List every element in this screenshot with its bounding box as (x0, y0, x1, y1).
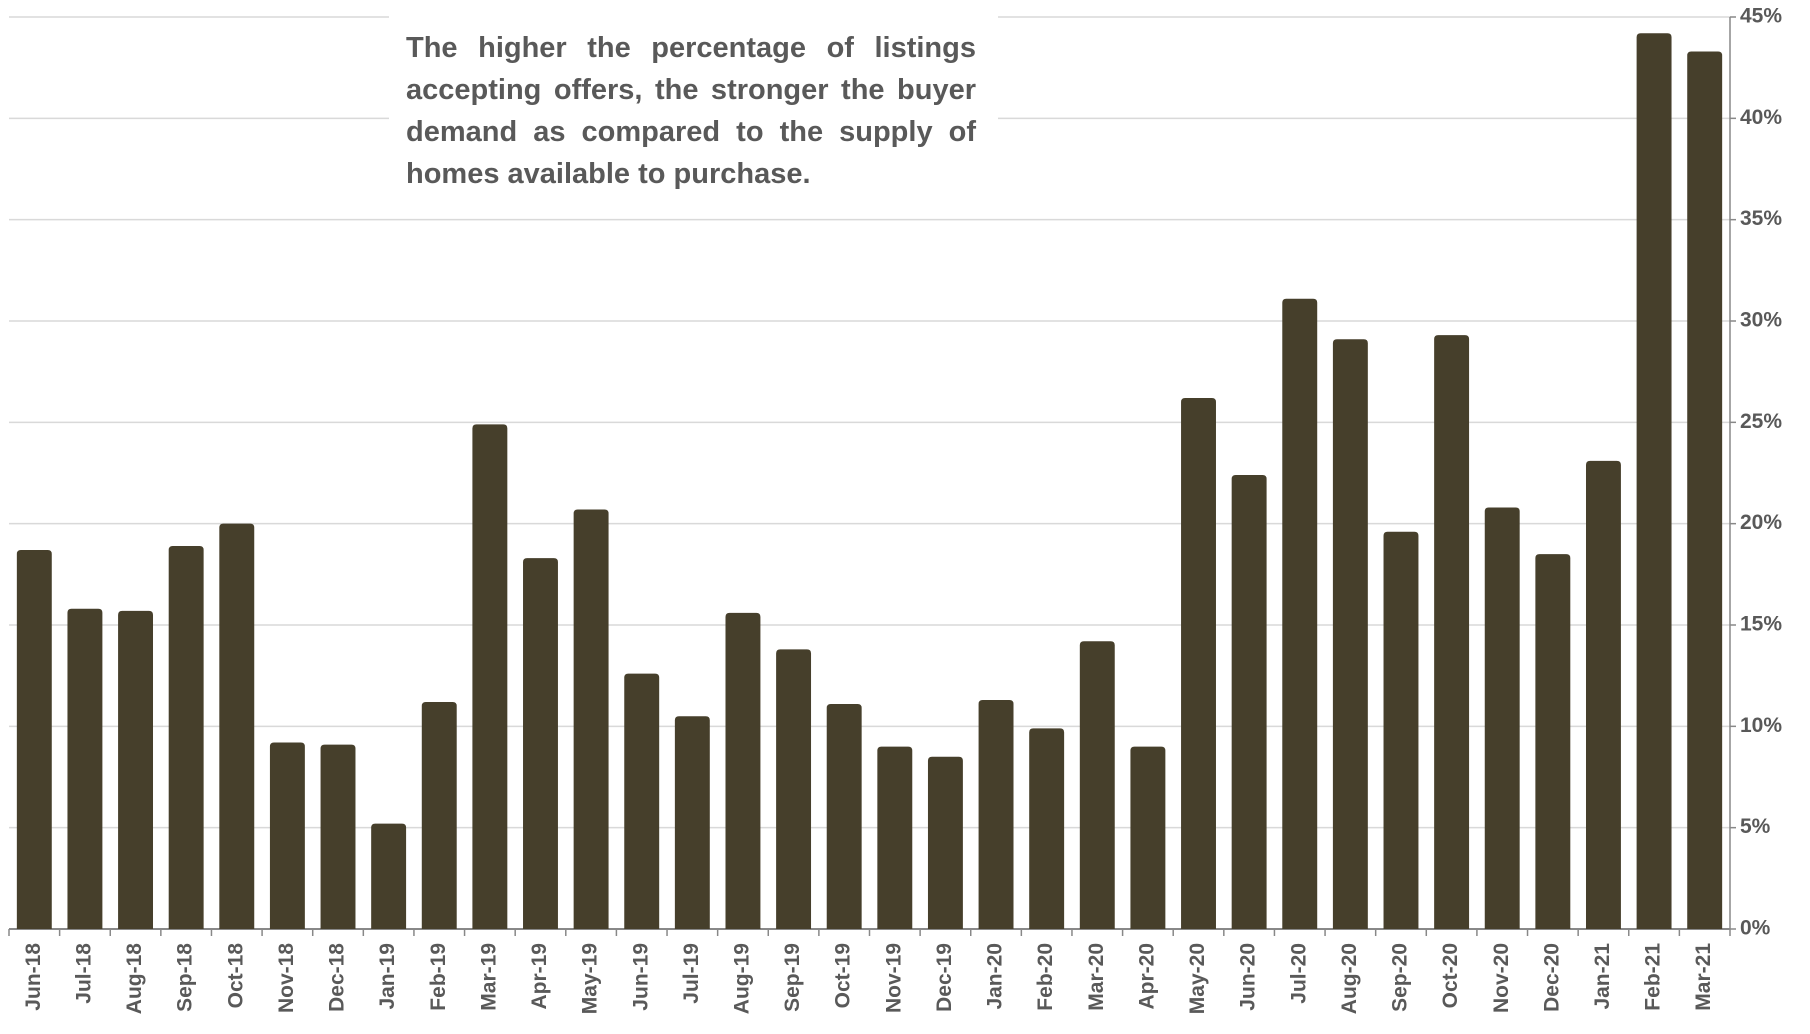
x-tick-label: May-20 (1186, 943, 1209, 1014)
bar (1130, 746, 1166, 929)
x-tick-label: Jan-20 (984, 943, 1007, 1010)
y-tick-label: 45% (1740, 5, 1782, 28)
y-tick-label: 10% (1740, 714, 1782, 737)
y-tick-label: 0% (1740, 917, 1771, 940)
x-tick-label: Dec-19 (933, 943, 956, 1012)
x-tick-label: Jan-19 (376, 943, 399, 1010)
bar (573, 509, 609, 929)
bar (168, 545, 204, 929)
x-tick-label: Feb-20 (1034, 943, 1057, 1011)
y-tick-label: 40% (1740, 106, 1782, 129)
x-tick-label: Dec-20 (1540, 943, 1563, 1012)
bar (269, 742, 305, 929)
bar (472, 424, 508, 929)
bar (523, 558, 558, 929)
bar (1687, 51, 1723, 930)
x-tick-label: Mar-20 (1085, 943, 1108, 1011)
x-tick-label: Jul-18 (72, 943, 95, 1004)
bar (1434, 335, 1470, 930)
y-tick-label: 30% (1740, 309, 1782, 332)
x-tick-label: Oct-20 (1439, 943, 1462, 1008)
bar (624, 673, 660, 929)
x-tick-label: Sep-19 (781, 943, 804, 1012)
bar (67, 608, 103, 929)
bar (826, 704, 862, 929)
bar (1079, 641, 1115, 929)
x-tick-label: Nov-20 (1490, 943, 1513, 1013)
bar (674, 716, 710, 929)
bar (1282, 298, 1318, 929)
x-tick-label: Mar-19 (477, 943, 500, 1011)
x-tick-label: Apr-20 (1135, 943, 1158, 1010)
bar (1636, 33, 1672, 930)
x-tick-label: Sep-18 (174, 943, 197, 1012)
y-tick-label: 35% (1740, 207, 1782, 230)
bar (725, 612, 761, 929)
x-tick-label: Aug-18 (123, 943, 146, 1014)
annotation-box: The higher the percentage of listings ac… (389, 0, 998, 205)
x-tick-label: Jan-21 (1591, 943, 1614, 1010)
x-tick-label: Nov-18 (275, 943, 298, 1013)
x-tick-label: Aug-20 (1338, 943, 1361, 1014)
bar (978, 699, 1014, 929)
x-tick-label: Jun-19 (629, 943, 652, 1011)
x-tick-label: May-19 (579, 943, 602, 1014)
x-tick-label: Jul-19 (680, 943, 703, 1004)
bar (1029, 728, 1065, 929)
x-tick-label: Nov-19 (882, 943, 905, 1013)
x-tick-label: Feb-19 (427, 943, 450, 1011)
bar (1484, 507, 1520, 929)
x-tick-label: Jun-18 (22, 943, 45, 1011)
x-tick-label: Feb-21 (1642, 943, 1665, 1011)
y-tick-label: 20% (1740, 511, 1782, 534)
bar (1231, 475, 1267, 929)
x-tick-label: Oct-19 (832, 943, 855, 1008)
bar (927, 756, 963, 929)
y-tick-label: 25% (1740, 410, 1782, 433)
y-tick-label: 5% (1740, 815, 1771, 838)
bar (1383, 531, 1419, 929)
x-tick-label: Mar-21 (1692, 943, 1715, 1011)
bar (1535, 554, 1571, 929)
bar (16, 550, 52, 929)
bar (1585, 460, 1621, 929)
x-tick-label: Sep-20 (1389, 943, 1412, 1012)
x-tick-label: Jul-20 (1287, 943, 1310, 1004)
bar (877, 746, 913, 929)
bar (1332, 339, 1368, 929)
x-tick-label: Aug-19 (731, 943, 754, 1014)
bar (118, 610, 154, 929)
x-tick-label: Oct-18 (224, 943, 247, 1009)
annotation: The higher the percentage of listings ac… (406, 32, 976, 190)
y-tick-label: 15% (1740, 613, 1782, 636)
bar (776, 649, 812, 929)
x-tick-label: Apr-19 (528, 943, 551, 1010)
bar (371, 823, 407, 929)
bar (1181, 398, 1216, 930)
bar (320, 744, 356, 929)
bar (219, 523, 255, 929)
x-tick-label: Jun-20 (1237, 943, 1260, 1011)
bar (421, 702, 457, 929)
x-tick-label: Dec-18 (326, 943, 349, 1012)
